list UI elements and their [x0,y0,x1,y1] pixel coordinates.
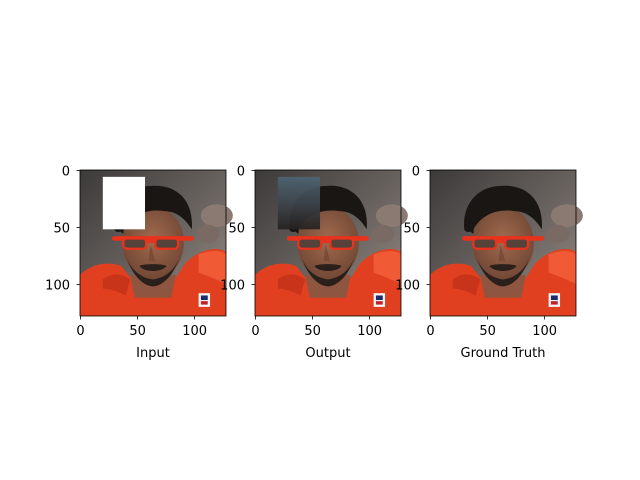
y-tick-label: 50 [228,222,245,237]
x-tick-label: 100 [357,324,382,339]
image-panel-3: 0 50 100 0 50 100 Ground Truth [395,165,584,361]
image-panel-1: 0 50 100 0 50 100 Input [45,165,234,361]
x-tick-label: 0 [251,324,259,339]
x-tick-label: 50 [129,324,146,339]
y-tick-label: 50 [53,222,70,237]
x-tick-label: 100 [532,324,557,339]
panel-xlabel: Output [305,346,350,361]
face-image [253,168,409,318]
x-tick-label: 100 [182,324,207,339]
face-image [428,168,584,318]
axes-frame [79,169,227,317]
y-tick-label: 50 [403,222,420,237]
y-tick-label: 0 [237,165,245,180]
x-tick-label: 0 [76,324,84,339]
panel-xlabel: Input [136,346,170,361]
y-tick-label: 0 [412,165,420,180]
x-tick-label: 50 [304,324,321,339]
y-tick-label: 100 [395,279,420,294]
face-image [78,168,234,318]
x-tick-label: 0 [426,324,434,339]
image-panel-2: 0 50 100 0 50 100 Output [220,165,409,361]
panel-xlabel: Ground Truth [461,346,546,361]
inpainted-region [277,176,321,230]
occlusion-mask [102,176,146,230]
axes-frame [429,169,577,317]
y-tick-label: 0 [62,165,70,180]
y-tick-label: 100 [220,279,245,294]
x-tick-label: 50 [479,324,496,339]
y-tick-label: 100 [45,279,70,294]
axes-frame [254,169,402,317]
